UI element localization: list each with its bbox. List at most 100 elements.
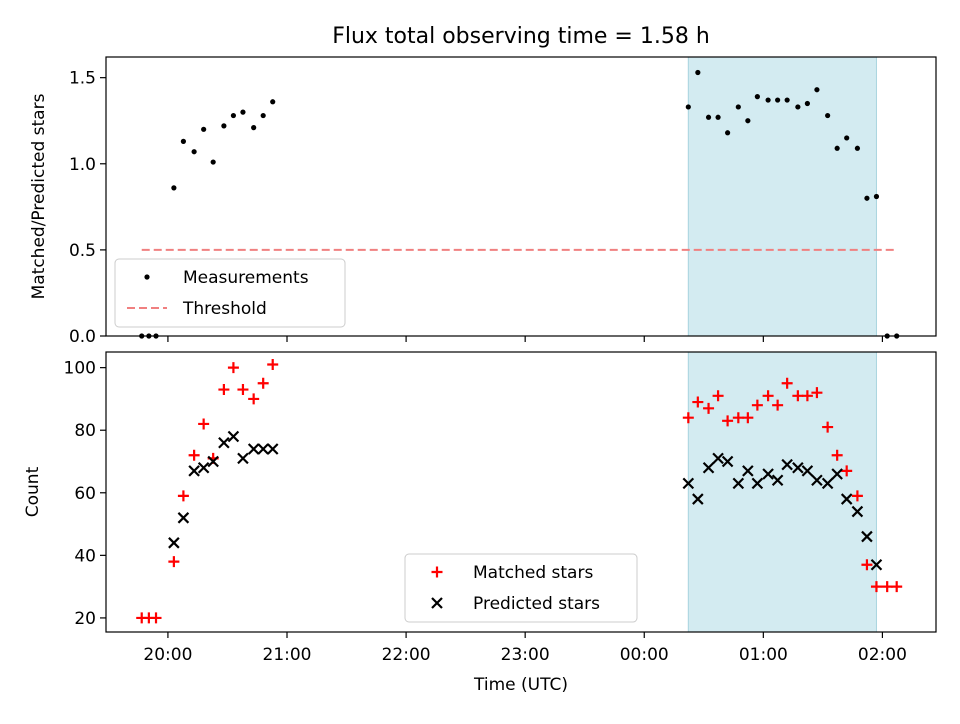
count-panel: 20 40 60 80 100 20:00 21:00 22:00 23:00 00:00 01:0…: [23, 351, 937, 665]
data-point: [201, 126, 207, 132]
data-point: [732, 412, 744, 424]
data-point: [722, 415, 734, 427]
data-point: [721, 455, 734, 468]
data-point: [851, 505, 864, 518]
data-point: [735, 104, 741, 110]
data-point: [751, 399, 763, 411]
legend-label: Predicted stars: [473, 594, 600, 614]
data-point: [218, 384, 230, 396]
data-point: [762, 468, 774, 480]
data-point: [692, 493, 704, 505]
x-tick-label: 02:00: [858, 645, 907, 665]
x-tick-label: 22:00: [382, 645, 431, 665]
data-point: [765, 97, 771, 103]
data-point: [685, 104, 691, 110]
data-point: [702, 461, 715, 474]
data-point: [168, 537, 180, 549]
data-point: [270, 99, 276, 105]
observing-window-highlight: [687, 351, 877, 633]
data-point: [781, 377, 793, 389]
legend-swatch: [431, 566, 443, 578]
data-point: [210, 159, 216, 165]
data-point: [188, 465, 200, 477]
data-point: [870, 581, 882, 593]
y-tick-label: 40: [74, 546, 96, 566]
data-point: [784, 97, 790, 103]
data-point: [851, 490, 863, 502]
data-point: [873, 193, 880, 200]
data-point: [804, 100, 810, 107]
data-point: [260, 112, 266, 119]
data-point: [841, 465, 853, 477]
legend-label: Threshold: [182, 299, 267, 319]
data-point: [257, 377, 269, 389]
data-point: [237, 384, 249, 396]
legend-item: Predicted stars: [431, 594, 600, 614]
data-point: [881, 581, 893, 593]
data-point: [715, 114, 721, 120]
data-point: [771, 474, 784, 487]
data-point: [171, 185, 177, 191]
data-point: [230, 112, 237, 119]
data-point: [831, 468, 843, 480]
data-point: [725, 130, 731, 136]
y-tick-label: 80: [74, 421, 96, 441]
data-point: [682, 477, 695, 490]
x-axis-label: Time (UTC): [473, 675, 568, 695]
legend-swatch: [144, 274, 150, 280]
data-point: [801, 390, 813, 402]
y-tick-label: 60: [74, 484, 96, 504]
data-point: [197, 461, 210, 474]
count-series-matched-stars: [136, 359, 903, 624]
data-point: [745, 118, 751, 124]
y-tick-label: 0.0: [69, 327, 96, 347]
data-point: [870, 558, 883, 571]
data-point: [811, 474, 823, 487]
data-point: [227, 430, 240, 443]
data-point: [795, 104, 801, 110]
data-point: [248, 393, 260, 405]
ratio-panel: 0.0 0.5 1.0 1.5 Matched/Predicted stars Measu…: [29, 56, 937, 347]
x-tick-label: 01:00: [739, 645, 788, 665]
data-point: [781, 458, 793, 471]
data-point: [814, 87, 820, 93]
data-point: [695, 69, 701, 76]
data-point: [712, 390, 724, 402]
y-tick-label: 0.5: [69, 241, 96, 261]
data-point: [221, 123, 227, 129]
chart-title: Flux total observing time = 1.58 h: [332, 24, 710, 49]
x-tick-label: 00:00: [620, 645, 669, 665]
legend-box: [404, 553, 638, 623]
ratio-series-measurements: [139, 69, 900, 339]
legend-label: Measurements: [183, 268, 309, 288]
data-point: [762, 390, 774, 402]
x-tick-label: 23:00: [501, 645, 550, 665]
data-point: [742, 465, 754, 477]
data-point: [834, 145, 840, 151]
data-point: [861, 559, 873, 571]
data-point: [825, 112, 831, 119]
data-point: [150, 612, 162, 624]
data-point: [177, 512, 190, 524]
data-point: [861, 530, 873, 543]
data-point: [864, 195, 870, 201]
data-point: [692, 396, 704, 408]
count-axes-frame: [105, 351, 937, 633]
y-tick-label: 1.5: [69, 69, 96, 89]
data-point: [177, 490, 189, 502]
data-point: [257, 443, 269, 455]
data-point: [218, 436, 230, 449]
data-point: [705, 114, 712, 120]
x-tick-label: 20:00: [143, 645, 192, 665]
data-point: [844, 135, 850, 141]
data-point: [703, 402, 715, 414]
data-point: [247, 443, 260, 455]
count-legend: Matched stars Predicted stars: [404, 553, 638, 623]
data-point: [198, 418, 210, 430]
data-point: [237, 452, 249, 465]
legend-label: Matched stars: [473, 563, 593, 583]
x-tick-label: 21:00: [263, 645, 312, 665]
data-point: [240, 109, 246, 115]
data-point: [251, 125, 257, 131]
